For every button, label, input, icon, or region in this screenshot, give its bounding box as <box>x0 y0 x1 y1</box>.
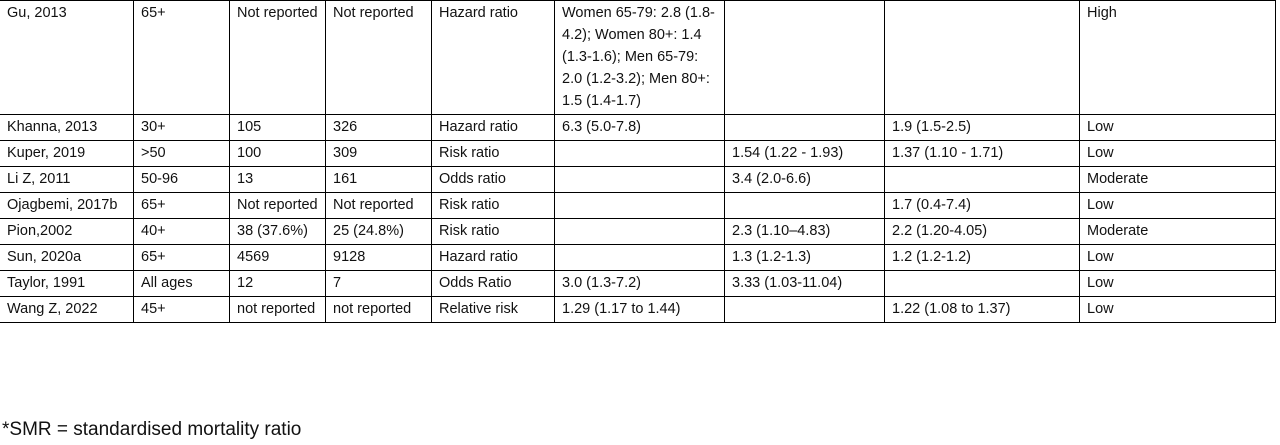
table-cell: 7 <box>325 270 432 297</box>
table-cell: 1.29 (1.17 to 1.44) <box>554 296 725 323</box>
table-cell: 100 <box>229 140 326 167</box>
table-cell: not reported <box>229 296 326 323</box>
table-cell: Ojagbemi, 2017b <box>0 192 134 219</box>
table-cell: 6.3 (5.0-7.8) <box>554 114 725 141</box>
table-cell: 1.37 (1.10 - 1.71) <box>884 140 1080 167</box>
table-cell <box>724 296 885 323</box>
table-cell: Gu, 2013 <box>0 0 134 115</box>
table-cell: 9128 <box>325 244 432 271</box>
table-cell: 65+ <box>133 192 230 219</box>
table-cell <box>884 270 1080 297</box>
table-cell: Kuper, 2019 <box>0 140 134 167</box>
table-cell: Khanna, 2013 <box>0 114 134 141</box>
footnote: *SMR = standardised mortality ratio <box>2 419 302 440</box>
table-cell: Wang Z, 2022 <box>0 296 134 323</box>
table-cell <box>884 166 1080 193</box>
table-cell <box>554 244 725 271</box>
table-cell: Hazard ratio <box>431 114 555 141</box>
table-cell: Risk ratio <box>431 140 555 167</box>
table-cell: Low <box>1079 270 1276 297</box>
table-cell: 1.7 (0.4-7.4) <box>884 192 1080 219</box>
table-cell: 326 <box>325 114 432 141</box>
table-row: Wang Z, 2022 45+ not reported not reported R… <box>0 296 1276 323</box>
table-cell: Hazard ratio <box>431 0 555 115</box>
table-cell: 65+ <box>133 0 230 115</box>
table-row: Li Z, 2011 50-96 13 161 Odds ratio 3.4 (2.0-6… <box>0 166 1276 193</box>
table-cell: Low <box>1079 114 1276 141</box>
table-cell <box>884 0 1080 115</box>
table-cell: 1.3 (1.2-1.3) <box>724 244 885 271</box>
table-cell: Li Z, 2011 <box>0 166 134 193</box>
table-row: Ojagbemi, 2017b 65+ Not reported Not report… <box>0 192 1276 219</box>
table-cell <box>554 140 725 167</box>
table-cell <box>554 166 725 193</box>
table-cell: 3.0 (1.3-7.2) <box>554 270 725 297</box>
table-cell: 45+ <box>133 296 230 323</box>
table-cell: All ages <box>133 270 230 297</box>
table-row: Khanna, 2013 30+ 105 326 Hazard ratio 6.3 (5.… <box>0 114 1276 141</box>
table-cell: 3.4 (2.0-6.6) <box>724 166 885 193</box>
table-cell: Odds ratio <box>431 166 555 193</box>
table-cell: Women 65-79: 2.8 (1.8-4.2); Women 80+: 1… <box>554 0 725 115</box>
table-cell: not reported <box>325 296 432 323</box>
table-cell: 40+ <box>133 218 230 245</box>
table-cell: 1.2 (1.2-1.2) <box>884 244 1080 271</box>
table-row: Pion,2002 40+ 38 (37.6%) 25 (24.8%) Risk rat… <box>0 218 1276 245</box>
table-cell: Not reported <box>325 0 432 115</box>
table-row: Sun, 2020a 65+ 4569 9128 Hazard ratio 1.3 (1.… <box>0 244 1276 271</box>
table-cell: Low <box>1079 296 1276 323</box>
table-row: Taylor, 1991 All ages 12 7 Odds Ratio 3.0 (1.… <box>0 270 1276 297</box>
table-cell: Not reported <box>229 192 326 219</box>
table-cell: Relative risk <box>431 296 555 323</box>
table-cell: Low <box>1079 192 1276 219</box>
table-cell <box>554 218 725 245</box>
table-cell: 50-96 <box>133 166 230 193</box>
table-cell: High <box>1079 0 1276 115</box>
table-cell: >50 <box>133 140 230 167</box>
table-cell: 161 <box>325 166 432 193</box>
table-cell: 4569 <box>229 244 326 271</box>
table-row: Kuper, 2019 >50 100 309 Risk ratio 1.54 (1.22… <box>0 140 1276 167</box>
table-cell <box>724 192 885 219</box>
table-cell: Low <box>1079 140 1276 167</box>
table-cell <box>724 0 885 115</box>
table-cell: Moderate <box>1079 166 1276 193</box>
table-cell: Odds Ratio <box>431 270 555 297</box>
table-cell: 30+ <box>133 114 230 141</box>
table-cell: 2.3 (1.10–4.83) <box>724 218 885 245</box>
table-cell: Risk ratio <box>431 218 555 245</box>
table-cell: 65+ <box>133 244 230 271</box>
table-cell: 13 <box>229 166 326 193</box>
table-cell: 38 (37.6%) <box>229 218 326 245</box>
table-cell: 2.2 (1.20-4.05) <box>884 218 1080 245</box>
table-cell: Risk ratio <box>431 192 555 219</box>
table-cell: 309 <box>325 140 432 167</box>
table-cell <box>724 114 885 141</box>
table-cell: Not reported <box>229 0 326 115</box>
table-cell <box>554 192 725 219</box>
table-cell: Not reported <box>325 192 432 219</box>
table-cell: 12 <box>229 270 326 297</box>
table-cell: Low <box>1079 244 1276 271</box>
table-cell: Pion,2002 <box>0 218 134 245</box>
table-cell: Hazard ratio <box>431 244 555 271</box>
table-cell: 1.9 (1.5-2.5) <box>884 114 1080 141</box>
results-table: Gu, 2013 65+ Not reported Not reported Hazar… <box>0 0 1276 323</box>
table-cell: 3.33 (1.03-11.04) <box>724 270 885 297</box>
table-cell: 1.22 (1.08 to 1.37) <box>884 296 1080 323</box>
table-cell: 25 (24.8%) <box>325 218 432 245</box>
table-cell: Taylor, 1991 <box>0 270 134 297</box>
table-body: Gu, 2013 65+ Not reported Not reported Hazar… <box>0 0 1276 323</box>
table-cell: 105 <box>229 114 326 141</box>
table-cell: Moderate <box>1079 218 1276 245</box>
table-cell: Sun, 2020a <box>0 244 134 271</box>
table-row: Gu, 2013 65+ Not reported Not reported Hazar… <box>0 0 1276 115</box>
table-cell: 1.54 (1.22 - 1.93) <box>724 140 885 167</box>
